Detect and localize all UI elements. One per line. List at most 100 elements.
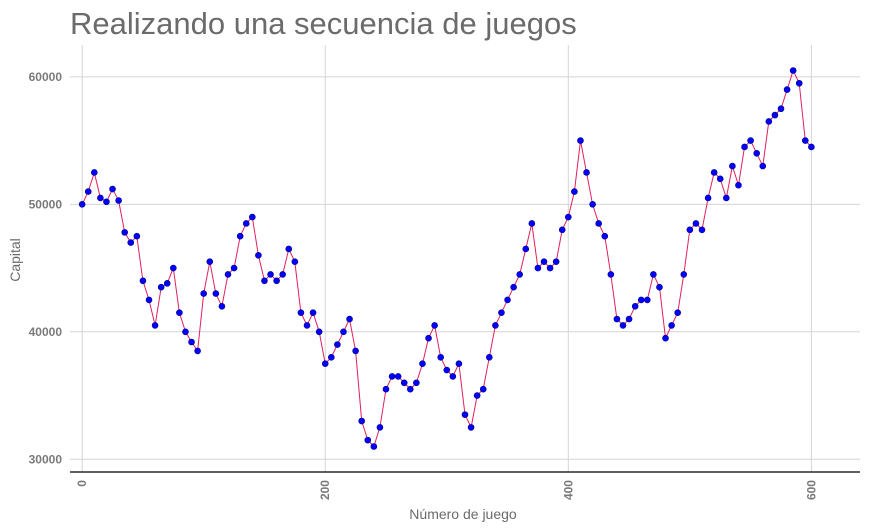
series-line bbox=[81, 69, 812, 448]
data-point bbox=[437, 353, 444, 361]
y-tick-label: 50000 bbox=[29, 197, 63, 211]
data-point bbox=[218, 302, 226, 310]
data-point bbox=[808, 143, 815, 151]
data-point bbox=[510, 283, 517, 291]
data-point bbox=[595, 220, 602, 227]
data-point bbox=[261, 277, 268, 285]
data-point bbox=[425, 334, 432, 342]
data-point bbox=[540, 258, 548, 265]
data-point bbox=[741, 143, 748, 151]
data-point bbox=[334, 341, 341, 348]
data-point bbox=[91, 169, 98, 176]
data-point bbox=[413, 379, 420, 387]
data-point bbox=[328, 353, 335, 361]
data-point bbox=[686, 226, 694, 234]
data-point bbox=[492, 322, 499, 329]
x-tick-label: 0 bbox=[75, 480, 89, 487]
data-point bbox=[376, 424, 384, 431]
data-point bbox=[145, 296, 153, 304]
data-point bbox=[267, 271, 274, 278]
data-point bbox=[127, 239, 135, 246]
data-point bbox=[230, 264, 238, 272]
data-point bbox=[273, 277, 280, 285]
data-point bbox=[486, 353, 493, 361]
data-point bbox=[692, 220, 700, 227]
data-point bbox=[170, 264, 177, 272]
data-point bbox=[650, 271, 657, 278]
data-point bbox=[783, 86, 791, 93]
data-point bbox=[680, 271, 688, 278]
data-point bbox=[479, 385, 487, 393]
data-point bbox=[139, 277, 147, 285]
data-point bbox=[206, 258, 214, 265]
data-point bbox=[534, 264, 542, 272]
series-points bbox=[78, 67, 815, 450]
x-tick-label: 400 bbox=[561, 480, 575, 500]
data-point bbox=[194, 347, 201, 355]
data-point bbox=[340, 328, 347, 336]
data-point bbox=[674, 309, 681, 316]
data-point bbox=[346, 315, 353, 323]
data-point bbox=[394, 373, 402, 380]
data-point bbox=[528, 220, 536, 227]
data-point bbox=[103, 198, 110, 206]
data-point bbox=[358, 417, 365, 425]
data-point bbox=[455, 360, 463, 367]
data-point bbox=[151, 322, 159, 329]
data-point bbox=[315, 328, 323, 336]
data-point bbox=[388, 373, 396, 380]
y-tick-label: 40000 bbox=[29, 325, 63, 339]
data-point bbox=[249, 213, 256, 221]
data-point bbox=[577, 137, 584, 144]
data-point bbox=[461, 411, 469, 418]
data-point bbox=[97, 194, 104, 202]
data-point bbox=[467, 424, 475, 431]
data-point bbox=[473, 392, 481, 399]
data-point bbox=[571, 188, 578, 195]
data-point bbox=[242, 220, 250, 227]
x-tick-label: 200 bbox=[318, 480, 332, 500]
data-point bbox=[285, 245, 293, 253]
data-point bbox=[644, 296, 651, 304]
data-point bbox=[188, 338, 195, 346]
data-point bbox=[400, 379, 408, 387]
data-point bbox=[255, 252, 262, 259]
data-point bbox=[431, 322, 438, 329]
data-point bbox=[364, 436, 372, 444]
data-point bbox=[552, 258, 560, 265]
data-point bbox=[370, 443, 378, 450]
y-tick-label: 30000 bbox=[29, 452, 63, 466]
data-point bbox=[710, 169, 718, 176]
data-point bbox=[115, 197, 122, 204]
data-point bbox=[716, 175, 724, 183]
grid bbox=[70, 45, 860, 472]
data-point bbox=[133, 232, 141, 240]
data-point bbox=[109, 185, 116, 193]
data-point bbox=[236, 232, 244, 240]
data-point bbox=[625, 315, 633, 323]
data-point bbox=[668, 322, 675, 329]
data-point bbox=[504, 296, 511, 304]
data-point bbox=[352, 347, 359, 355]
data-point bbox=[765, 118, 773, 125]
data-point bbox=[777, 105, 785, 113]
data-point bbox=[558, 226, 566, 234]
data-point bbox=[279, 271, 286, 278]
data-point bbox=[613, 315, 621, 323]
chart-title: Realizando una secuencia de juegos bbox=[70, 6, 577, 41]
data-point bbox=[753, 150, 760, 157]
y-tick-label: 60000 bbox=[29, 70, 63, 84]
data-point bbox=[382, 385, 390, 393]
y-axis-label: Capital bbox=[7, 238, 23, 282]
data-point bbox=[291, 258, 299, 265]
data-point bbox=[656, 283, 663, 291]
data-point bbox=[176, 309, 183, 316]
data-point bbox=[449, 373, 457, 380]
data-point bbox=[121, 229, 128, 236]
data-point bbox=[747, 137, 754, 144]
data-point bbox=[771, 111, 779, 119]
data-point bbox=[516, 271, 523, 278]
data-point bbox=[443, 366, 451, 374]
data-point bbox=[297, 309, 305, 316]
